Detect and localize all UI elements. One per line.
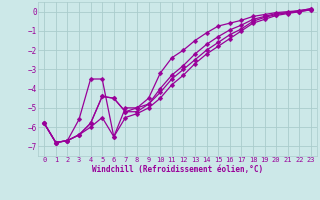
X-axis label: Windchill (Refroidissement éolien,°C): Windchill (Refroidissement éolien,°C) <box>92 165 263 174</box>
